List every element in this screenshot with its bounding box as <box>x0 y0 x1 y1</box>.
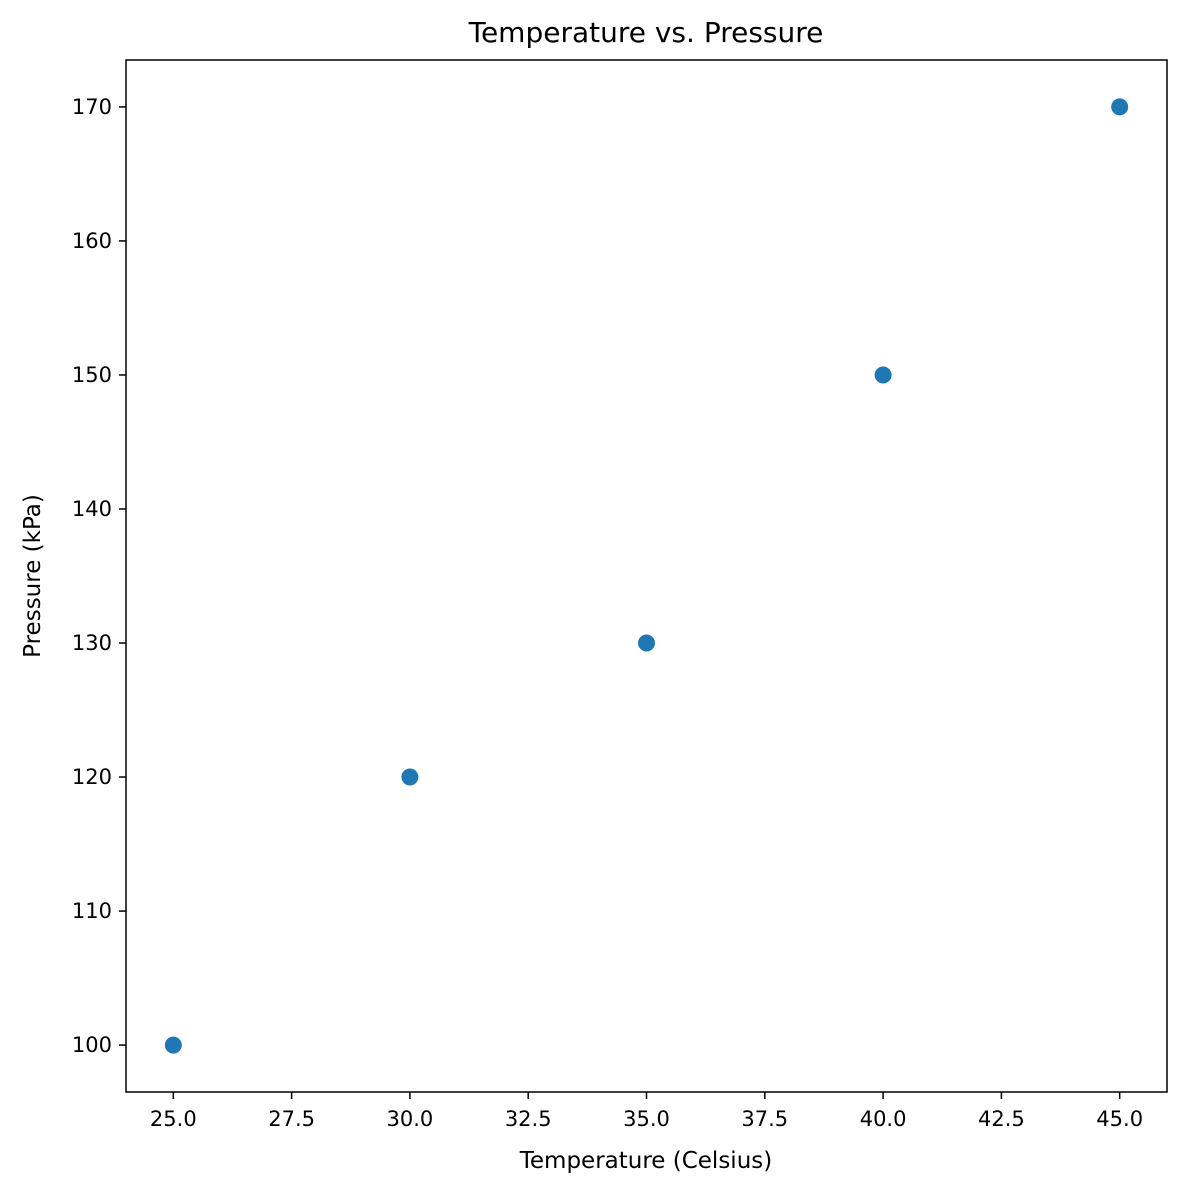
y-tick-label: 120 <box>72 765 112 789</box>
y-axis-label: Pressure (kPa) <box>20 494 46 658</box>
x-tick-label: 40.0 <box>860 1107 907 1131</box>
y-tick-label: 160 <box>72 229 112 253</box>
data-point <box>874 366 892 384</box>
y-tick-label: 130 <box>72 631 112 655</box>
y-axis: 100 110 120 130 140 150 160 170 <box>72 95 126 1057</box>
x-tick-label: 45.0 <box>1096 1107 1143 1131</box>
x-tick-label: 30.0 <box>387 1107 434 1131</box>
data-point <box>638 634 655 652</box>
x-tick-label: 35.0 <box>623 1107 670 1131</box>
x-tick-label: 37.5 <box>741 1107 788 1131</box>
x-tick-label: 27.5 <box>268 1107 315 1131</box>
data-point <box>401 768 419 786</box>
x-tick-label: 42.5 <box>978 1107 1025 1131</box>
data-point <box>164 1036 182 1054</box>
x-tick-label: 25.0 <box>150 1107 197 1131</box>
plot-frame <box>125 59 1168 1093</box>
y-tick-label: 140 <box>72 497 112 521</box>
x-tick-label: 32.5 <box>505 1107 552 1131</box>
x-axis: 25.0 27.5 30.0 32.5 35.0 37.5 40.0 42.5 45.0 <box>150 1092 1143 1131</box>
x-axis-label: Temperature (Celsius) <box>519 1148 772 1174</box>
y-tick-label: 150 <box>72 363 112 387</box>
data-series <box>164 98 1129 1054</box>
y-tick-label: 110 <box>72 899 112 923</box>
chart-title: Temperature vs. Pressure <box>468 16 824 49</box>
y-tick-label: 100 <box>72 1033 112 1057</box>
y-tick-label: 170 <box>72 95 112 119</box>
data-point <box>1111 98 1129 116</box>
plot-area <box>125 59 1168 1093</box>
